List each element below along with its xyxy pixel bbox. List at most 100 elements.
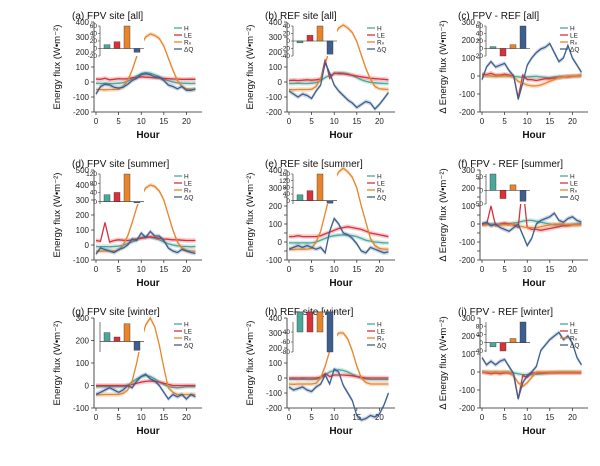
x-tick-label: 5 bbox=[309, 265, 314, 274]
y-tick-label: -100 bbox=[73, 256, 90, 265]
x-tick-label: 10 bbox=[523, 413, 532, 422]
series-line-dQ bbox=[95, 373, 196, 401]
series-line-Rn bbox=[482, 223, 582, 229]
inset-y-tick-label: -50 bbox=[474, 201, 484, 208]
x-axis-label: Hour bbox=[522, 278, 545, 289]
y-axis-label: Energy flux (W•m⁻²) bbox=[52, 25, 63, 110]
inset-bar-dQ bbox=[519, 321, 527, 343]
x-tick-label: 20 bbox=[182, 413, 191, 422]
inset-bar-LE bbox=[499, 48, 507, 57]
y-tick-label: 100 bbox=[462, 54, 476, 63]
y-tick-label: 400 bbox=[269, 314, 283, 323]
y-tick-label: -200 bbox=[459, 256, 476, 265]
series-line-LE bbox=[481, 371, 582, 400]
legend-label-H: H bbox=[570, 25, 575, 32]
x-axis-label: Hour bbox=[329, 130, 352, 141]
y-tick-label: 300 bbox=[76, 33, 90, 42]
legend-label-dQ: ΔQ bbox=[377, 194, 386, 201]
series-line-LE bbox=[96, 380, 196, 387]
panel-title: (g) FPV site [winter] bbox=[72, 307, 160, 318]
x-tick-label: 15 bbox=[159, 265, 168, 274]
panel-title: (i) FPV - REF [winter] bbox=[458, 307, 553, 318]
y-tick-label: -100 bbox=[459, 90, 476, 99]
series-line-Rn bbox=[96, 33, 196, 91]
inset-bar-dQ bbox=[326, 311, 334, 353]
inset-bar-LE bbox=[113, 336, 121, 342]
y-axis-label: Δ Energy flux (W•m⁻²) bbox=[438, 316, 449, 409]
inset-bar-Rn bbox=[509, 184, 517, 191]
inset-chart: -50 0 50 bbox=[474, 173, 530, 208]
series-band-dQ bbox=[482, 210, 582, 248]
y-axis-label: Energy flux (W•m⁻²) bbox=[245, 321, 256, 406]
legend-label-Rn: Rₙ bbox=[570, 335, 578, 342]
series-line-Rn bbox=[95, 184, 196, 252]
x-tick-label: 10 bbox=[330, 117, 339, 126]
inset-y-tick-label: 20 bbox=[90, 38, 98, 45]
panel-f: (f) FPV - REF [summer]-200-1000100200300… bbox=[438, 159, 588, 289]
y-tick-label: -200 bbox=[266, 404, 283, 413]
x-tick-label: 5 bbox=[116, 117, 121, 126]
x-tick-label: 0 bbox=[480, 265, 485, 274]
panel-g: (g) FPV site [winter] -100 0 100 200 300 0 5 10 1… bbox=[52, 307, 202, 437]
x-tick-label: 0 bbox=[287, 413, 292, 422]
series-band-Rn bbox=[482, 369, 582, 389]
inset-bar-LE bbox=[499, 342, 507, 352]
series-line-dQ bbox=[288, 217, 389, 255]
x-tick-label: 15 bbox=[159, 117, 168, 126]
legend-label-Rn: Rₙ bbox=[570, 39, 578, 46]
legend-label-dQ: ΔQ bbox=[570, 342, 579, 349]
x-axis-label: Hour bbox=[136, 130, 159, 141]
legend-label-Rn: Rₙ bbox=[570, 187, 578, 194]
legend-label-H: H bbox=[570, 321, 575, 328]
y-tick-label: 200 bbox=[76, 337, 90, 346]
y-tick-label: 200 bbox=[462, 184, 476, 193]
y-tick-label: 300 bbox=[462, 314, 476, 323]
legend-label-Rn: Rₙ bbox=[184, 335, 192, 342]
legend-label-LE: LE bbox=[184, 180, 193, 187]
inset-y-tick-label: 60 bbox=[90, 23, 98, 30]
inset-y-tick-label: -20 bbox=[88, 53, 98, 60]
legend-label-Rn: Rₙ bbox=[377, 187, 385, 194]
y-tick-label: -100 bbox=[73, 404, 90, 413]
series-line-H bbox=[288, 369, 389, 381]
inset-bar-Rn bbox=[316, 173, 324, 201]
legend-label-LE: LE bbox=[570, 32, 579, 39]
y-tick-label: 100 bbox=[76, 226, 90, 235]
legend-label-LE: LE bbox=[377, 180, 386, 187]
x-tick-label: 5 bbox=[309, 413, 314, 422]
inset-y-tick-label: 0 bbox=[286, 38, 290, 45]
x-tick-label: 20 bbox=[375, 413, 384, 422]
y-tick-label: 300 bbox=[462, 166, 476, 175]
x-axis-label: Hour bbox=[522, 130, 545, 141]
inset-y-tick-label: -40 bbox=[474, 348, 484, 355]
inset-y-tick-label: -40 bbox=[281, 53, 291, 60]
series-band-Rn bbox=[482, 73, 582, 89]
y-tick-label: 300 bbox=[269, 329, 283, 338]
series-line-Rn bbox=[288, 332, 389, 385]
x-tick-label: 5 bbox=[309, 117, 314, 126]
x-tick-label: 15 bbox=[352, 413, 361, 422]
inset-y-tick-label: 0 bbox=[479, 340, 483, 347]
x-tick-label: 0 bbox=[287, 117, 292, 126]
inset-y-tick-label: -40 bbox=[281, 329, 291, 336]
inset-bar-Rn bbox=[316, 311, 324, 333]
inset-bar-Rn bbox=[123, 323, 131, 342]
inset-bar-LE bbox=[499, 190, 507, 199]
series-line-dQ bbox=[95, 73, 196, 95]
inset-bar-Rn bbox=[316, 25, 324, 42]
series-line-Rn bbox=[288, 24, 389, 91]
panel-title: (d) FPV site [summer] bbox=[72, 159, 169, 170]
y-tick-label: 200 bbox=[462, 36, 476, 45]
inset-y-tick-label: 80 bbox=[283, 185, 291, 192]
inset-bar-Rn bbox=[123, 25, 131, 49]
x-tick-label: 20 bbox=[375, 117, 384, 126]
x-axis-label: Hour bbox=[329, 426, 352, 437]
legend-label-LE: LE bbox=[570, 180, 579, 187]
x-axis-label: Hour bbox=[136, 426, 159, 437]
x-tick-label: 20 bbox=[568, 413, 577, 422]
legend-label-H: H bbox=[184, 25, 189, 32]
